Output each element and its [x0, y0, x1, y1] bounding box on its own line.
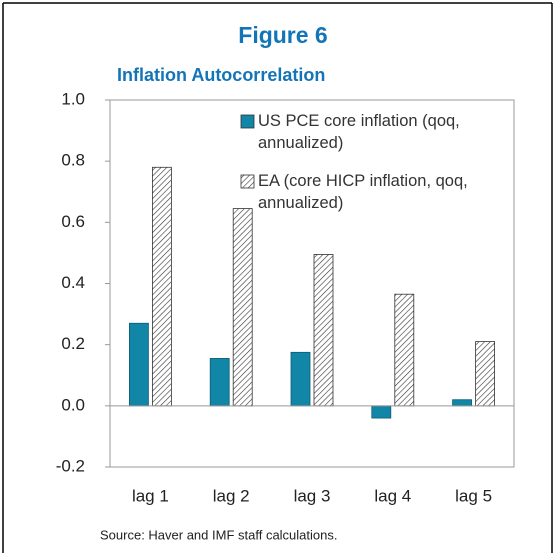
chart-title: Figure 6 — [238, 22, 327, 48]
x-tick-label: lag 4 — [374, 486, 411, 505]
bar — [313, 254, 334, 407]
y-tick-label: -0.2 — [56, 456, 85, 475]
bar — [475, 341, 496, 407]
x-tick-label: lag 2 — [213, 486, 250, 505]
bar — [452, 399, 473, 407]
bar — [290, 351, 311, 407]
legend-label: US PCE core inflation (qoq, annualized) — [258, 112, 460, 152]
bar — [371, 405, 392, 419]
y-tick-label: 0.0 — [61, 395, 85, 414]
x-tick-label: lag 1 — [132, 486, 169, 505]
bar — [128, 322, 149, 407]
y-tick-label: 0.4 — [61, 273, 85, 292]
y-tick-label: 1.0 — [61, 89, 85, 108]
chart-subtitle: Inflation Autocorrelation — [117, 65, 325, 85]
y-tick-label: 0.2 — [61, 334, 85, 353]
bar — [394, 293, 415, 407]
bar — [151, 166, 172, 407]
bar — [209, 358, 230, 407]
bar — [232, 208, 253, 407]
legend-swatch — [240, 174, 255, 189]
x-tick-label: lag 5 — [455, 486, 492, 505]
y-tick-label: 0.8 — [61, 151, 85, 170]
x-tick-label: lag 3 — [294, 486, 331, 505]
legend-label: EA (core HICP inflation, qoq, annualized… — [258, 172, 468, 212]
legend-swatch — [240, 114, 255, 129]
y-tick-label: 0.6 — [61, 212, 85, 231]
source-note: Source: Haver and IMF staff calculations… — [100, 527, 337, 542]
